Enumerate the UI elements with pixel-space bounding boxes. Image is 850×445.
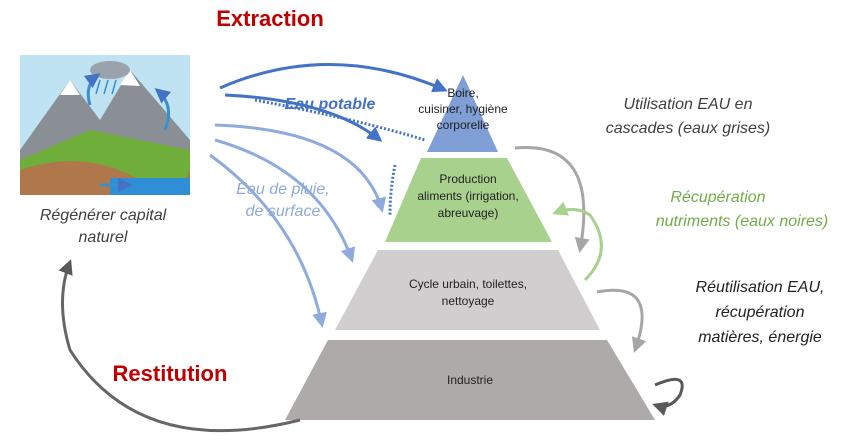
nature-line: Régénérer capital bbox=[40, 207, 167, 224]
level-label: aliments (irrigation, bbox=[417, 189, 518, 203]
body: {"extraction": "Extraction", "restitutio… bbox=[0, 0, 850, 445]
level-label: Industrie bbox=[447, 373, 493, 387]
level-label: abreuvage) bbox=[438, 206, 499, 220]
level-label: nettoyage bbox=[442, 294, 495, 308]
reuse-label: récupération bbox=[716, 304, 805, 321]
diagram: Extraction Restitution Régénérer capital… bbox=[0, 0, 850, 445]
landscape-image bbox=[20, 55, 190, 195]
blackwater-label: Récupération bbox=[670, 189, 765, 206]
extraction-title: Extraction bbox=[216, 6, 324, 31]
reuse-label: Réutilisation EAU, bbox=[696, 279, 825, 296]
greywater-label: Utilisation EAU en bbox=[624, 96, 753, 113]
level-label: cuisiner, hygiène bbox=[418, 102, 508, 116]
reuse-label: matières, énergie bbox=[698, 329, 822, 346]
nature-label: Régénérer capital naturel bbox=[40, 207, 167, 246]
level-label: Cycle urbain, toilettes, bbox=[409, 277, 527, 291]
rain-label: de surface bbox=[246, 203, 321, 220]
greywater-label: cascades (eaux grises) bbox=[606, 120, 771, 137]
level-label: corporelle bbox=[437, 118, 490, 132]
restitution-title: Restitution bbox=[113, 361, 228, 386]
level-label: Production bbox=[439, 172, 496, 186]
level-label: Boire, bbox=[447, 86, 478, 100]
page: Water use pyramid html, body { margin: 0… bbox=[0, 0, 850, 445]
rain-label: Eau de pluie, bbox=[236, 181, 329, 198]
blackwater-label: nutriments (eaux noires) bbox=[656, 213, 829, 230]
drinking-water-label: Eau potable bbox=[285, 96, 376, 113]
nature-line: naturel bbox=[79, 229, 128, 246]
